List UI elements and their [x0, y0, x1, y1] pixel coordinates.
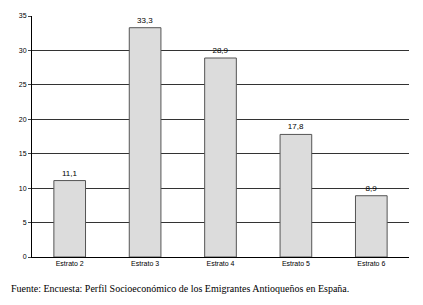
svg-text:35: 35 [19, 12, 27, 19]
svg-text:Estrato 2: Estrato 2 [56, 260, 84, 267]
svg-text:30: 30 [19, 47, 27, 54]
svg-text:15: 15 [19, 150, 27, 157]
svg-text:17,8: 17,8 [288, 122, 304, 131]
svg-text:Estrato 5: Estrato 5 [282, 260, 310, 267]
svg-text:Estrato 6: Estrato 6 [357, 260, 385, 267]
svg-text:11,1: 11,1 [62, 169, 78, 178]
svg-text:28,9: 28,9 [212, 46, 228, 55]
svg-text:Fuente: Encuesta: Perfil Socio: Fuente: Encuesta: Perfil Socioeconómico … [11, 283, 349, 294]
svg-text:25: 25 [19, 81, 27, 88]
svg-text:Estrato 4: Estrato 4 [206, 260, 234, 267]
svg-text:8,9: 8,9 [365, 184, 377, 193]
svg-text:5: 5 [23, 219, 27, 226]
svg-text:Estrato 3: Estrato 3 [131, 260, 159, 267]
svg-text:20: 20 [19, 116, 27, 123]
svg-text:10: 10 [19, 185, 27, 192]
svg-text:0: 0 [23, 253, 27, 260]
svg-text:33,3: 33,3 [137, 16, 153, 25]
